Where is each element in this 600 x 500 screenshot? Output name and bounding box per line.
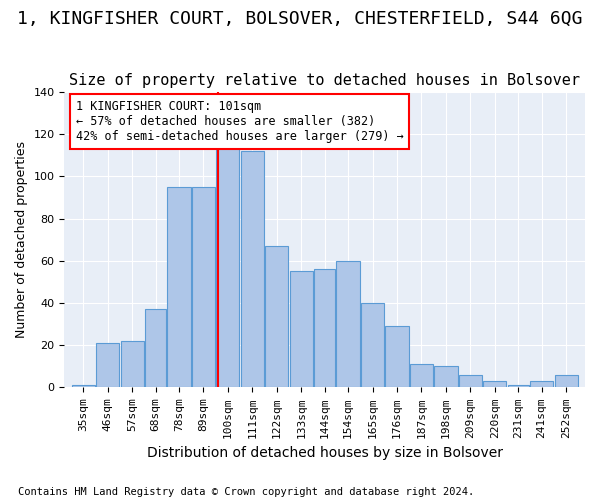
Bar [530,381,553,388]
Y-axis label: Number of detached properties: Number of detached properties [15,141,28,338]
Bar [96,343,119,388]
Bar [145,310,166,388]
Bar [459,375,482,388]
Text: 1, KINGFISHER COURT, BOLSOVER, CHESTERFIELD, S44 6QG: 1, KINGFISHER COURT, BOLSOVER, CHESTERFI… [17,10,583,28]
Bar [167,187,191,388]
Bar [361,303,384,388]
Text: Contains HM Land Registry data © Crown copyright and database right 2024.: Contains HM Land Registry data © Crown c… [18,487,474,497]
Bar [241,151,264,388]
Title: Size of property relative to detached houses in Bolsover: Size of property relative to detached ho… [69,73,580,88]
Bar [434,366,458,388]
Bar [265,246,289,388]
Bar [217,138,239,388]
Bar [410,364,433,388]
Bar [554,375,578,388]
Text: 1 KINGFISHER COURT: 101sqm
← 57% of detached houses are smaller (382)
42% of sem: 1 KINGFISHER COURT: 101sqm ← 57% of deta… [76,100,403,144]
Bar [337,261,359,388]
Bar [72,386,95,388]
Bar [508,386,529,388]
X-axis label: Distribution of detached houses by size in Bolsover: Distribution of detached houses by size … [147,446,503,460]
Bar [385,326,409,388]
Bar [484,381,506,388]
Bar [314,269,335,388]
Bar [290,272,313,388]
Bar [192,187,215,388]
Bar [121,341,144,388]
